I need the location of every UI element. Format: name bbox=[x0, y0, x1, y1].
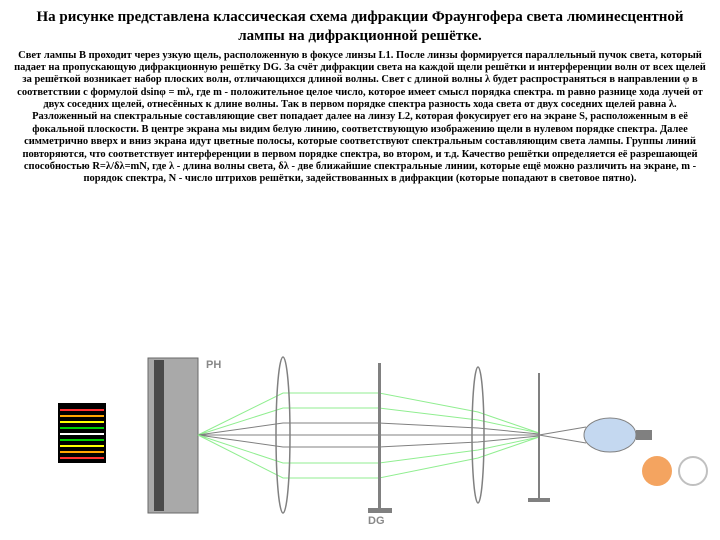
grating bbox=[378, 363, 381, 508]
screen-bar bbox=[154, 360, 164, 511]
label-dg: DG bbox=[368, 515, 385, 526]
label-ph: PH bbox=[206, 359, 221, 371]
slide-nav-dots bbox=[642, 456, 708, 486]
optics-diagram: PH DG bbox=[58, 348, 662, 526]
page-title: На рисунке представлена классическая схе… bbox=[0, 0, 720, 48]
nav-dot-current[interactable] bbox=[642, 456, 672, 486]
slit bbox=[538, 373, 540, 498]
lamp-base bbox=[636, 430, 652, 440]
ray-group bbox=[198, 393, 586, 478]
nav-dot-next[interactable] bbox=[678, 456, 708, 486]
lamp-bulb bbox=[584, 418, 636, 452]
body-text: Свет лампы B проходит через узкую щель, … bbox=[0, 48, 720, 188]
slit-base bbox=[528, 498, 550, 502]
grating-base bbox=[368, 508, 392, 513]
